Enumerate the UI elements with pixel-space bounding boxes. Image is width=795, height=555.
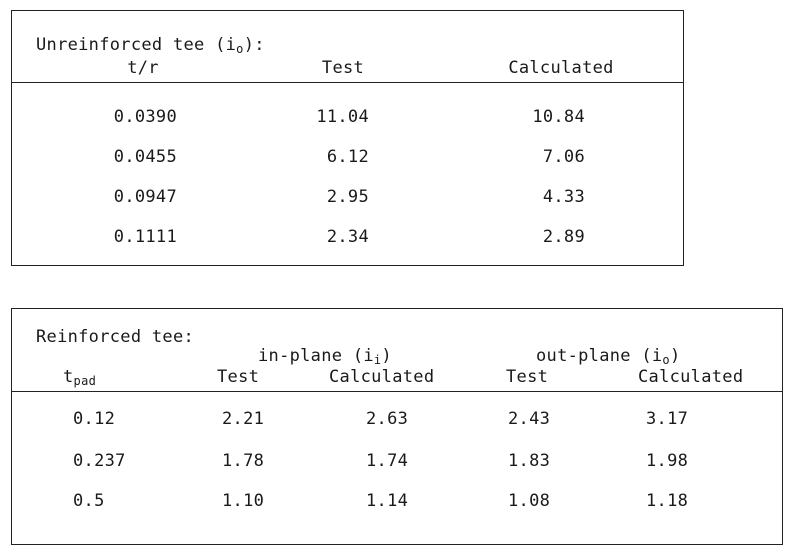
table-cell: 1.14	[366, 491, 409, 511]
header-divider	[12, 391, 782, 392]
table-cell: 7.06	[542, 147, 585, 167]
table-cell: 2.95	[326, 187, 369, 207]
table-cell: 2.43	[508, 409, 551, 429]
table-cell: 2.34	[326, 227, 369, 247]
table-cell: 1.74	[366, 451, 409, 471]
table-cell: 0.0947	[113, 187, 177, 207]
table-cell: 1.10	[222, 491, 265, 511]
table-cell: 4.33	[542, 187, 585, 207]
header-inplane-test: Test	[217, 367, 260, 387]
header-tpad: tpad	[63, 367, 97, 388]
header-calculated: Calculated	[508, 58, 614, 78]
unreinforced-tee-table: Unreinforced tee (io): t/r Test Calculat…	[11, 10, 684, 266]
header-inplane-calculated: Calculated	[329, 367, 435, 387]
header-outplane-calculated: Calculated	[638, 367, 744, 387]
table-cell: 1.83	[508, 451, 551, 471]
table-cell: 1.98	[646, 451, 689, 471]
table-cell: 3.17	[646, 409, 689, 429]
header-t-over-r: t/r	[127, 58, 159, 78]
reinforced-tee-table: Reinforced tee: in-plane (ii) out-plane …	[11, 308, 783, 545]
table-cell: 1.78	[222, 451, 265, 471]
table-cell: 2.63	[366, 409, 409, 429]
group-header-out-plane: out-plane (io)	[536, 346, 681, 367]
header-divider	[12, 82, 683, 83]
group-header-in-plane: in-plane (ii)	[258, 346, 392, 367]
table-cell: 0.0390	[113, 107, 177, 127]
table-cell: 0.1111	[113, 227, 177, 247]
table-cell: 2.21	[222, 409, 265, 429]
reinforced-title: Reinforced tee:	[36, 327, 195, 347]
table-cell: 0.5	[73, 491, 105, 511]
table-cell: 1.08	[508, 491, 551, 511]
table-cell: 6.12	[326, 147, 369, 167]
unreinforced-title: Unreinforced tee (io):	[36, 35, 265, 56]
header-outplane-test: Test	[506, 367, 549, 387]
table-cell: 0.12	[73, 409, 116, 429]
table-cell: 0.0455	[113, 147, 177, 167]
table-cell: 2.89	[542, 227, 585, 247]
table-cell: 11.04	[316, 107, 369, 127]
table-cell: 10.84	[532, 107, 585, 127]
header-test: Test	[321, 58, 365, 78]
table-cell: 1.18	[646, 491, 689, 511]
table-cell: 0.237	[73, 451, 126, 471]
